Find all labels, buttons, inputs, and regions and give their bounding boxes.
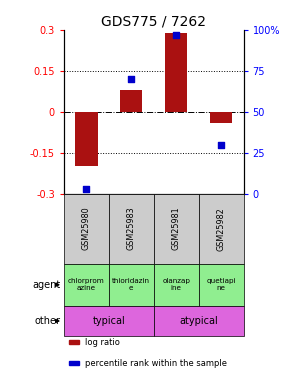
Text: quetiapi
ne: quetiapi ne [206,278,236,291]
Bar [199,264,244,306]
Bar [120,90,142,112]
Bar [109,194,154,264]
Bar [154,306,244,336]
Text: log ratio: log ratio [85,338,120,346]
Text: GSM25980: GSM25980 [82,207,91,251]
Bar [199,194,244,264]
Text: GSM25982: GSM25982 [217,207,226,251]
Point [84,186,89,192]
Point [174,32,179,38]
Bar [154,194,199,264]
Text: thioridazin
e: thioridazin e [112,278,150,291]
Bar [64,194,109,264]
Bar [69,362,79,365]
Bar [75,112,97,166]
Bar [64,264,109,306]
Bar [109,264,154,306]
Point [219,141,224,147]
Bar [69,340,79,344]
Point [129,76,134,82]
Text: GSM25981: GSM25981 [172,207,181,251]
Text: GSM25983: GSM25983 [127,207,136,251]
Bar [154,264,199,306]
Text: percentile rank within the sample: percentile rank within the sample [85,358,227,368]
Bar [165,33,187,112]
Text: atypical: atypical [179,316,218,326]
Text: chlorprom
azine: chlorprom azine [68,278,105,291]
Text: olanzap
ine: olanzap ine [162,278,190,291]
Text: other: other [34,316,60,326]
Text: typical: typical [93,316,125,326]
Text: agent: agent [32,280,60,290]
Bar [64,306,154,336]
Bar [210,112,232,123]
Title: GDS775 / 7262: GDS775 / 7262 [101,15,206,29]
